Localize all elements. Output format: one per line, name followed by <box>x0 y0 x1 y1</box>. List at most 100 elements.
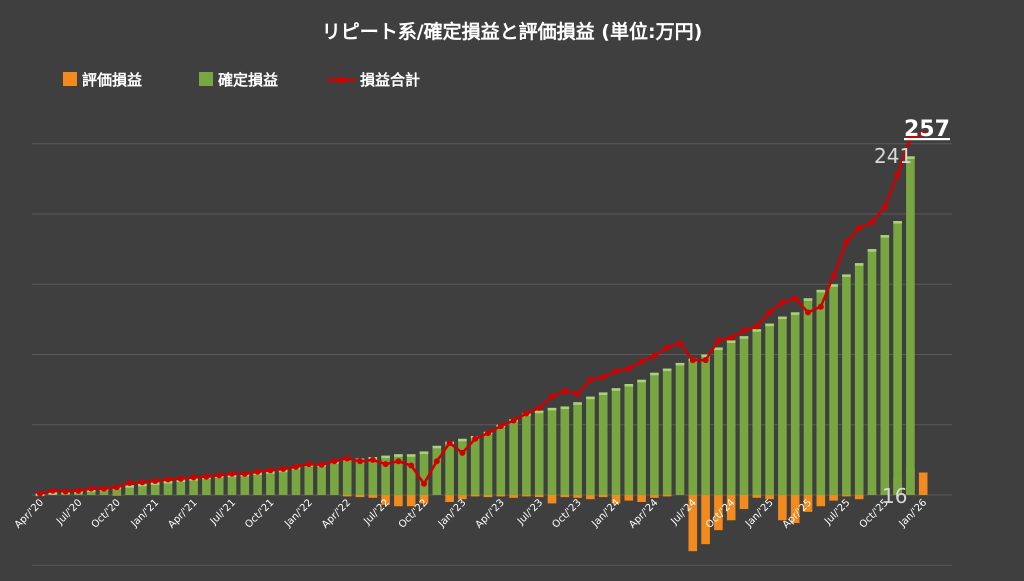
valuation-bar-40 <box>547 495 557 504</box>
confirmed-bar-top-57 <box>765 323 774 327</box>
confirmed-bar-top-62 <box>829 284 838 287</box>
confirmed-bar-top-43 <box>586 396 595 400</box>
confirmed-bar-top-41 <box>560 406 570 409</box>
total-point-58 <box>779 299 786 306</box>
total-point-8 <box>139 479 146 486</box>
total-line <box>37 130 927 497</box>
total-point-13 <box>203 473 210 480</box>
total-point-42 <box>574 390 581 397</box>
valuation-bar-48 <box>650 495 659 498</box>
total-point-1 <box>49 487 56 494</box>
valuation-bar-47 <box>637 495 646 503</box>
valuation-bar-64 <box>854 495 864 500</box>
confirmed-bar-top-31 <box>432 445 442 449</box>
confirmed-bar-60 <box>803 298 813 495</box>
confirmed-bar-40 <box>547 407 557 495</box>
legend-item-total: 損益合計 <box>327 71 420 89</box>
total-point-30 <box>421 480 427 487</box>
total-point-37 <box>510 417 517 424</box>
total-point-7 <box>126 480 133 487</box>
confirmed-bar-top-53 <box>714 347 723 350</box>
legend: 評価損益 確定損益 損益合計 <box>63 71 420 89</box>
confirmed-bar-top-55 <box>739 336 749 339</box>
confirmed-bar-68 <box>906 156 915 495</box>
confirmed-bar-30 <box>419 451 429 495</box>
confirmed-bar-top-30 <box>419 451 429 454</box>
confirmed-bar-11 <box>176 479 186 495</box>
valuation-bar-49 <box>662 495 672 497</box>
confirmed-bar-top-67 <box>893 221 902 224</box>
confirmed-bar-top-29 <box>406 454 416 457</box>
valuation-bar-36 <box>496 495 506 497</box>
confirmed-bar-42 <box>573 402 582 495</box>
valuation-bar-62 <box>829 495 838 501</box>
valuation-bar-24 <box>342 495 352 497</box>
confirmed-bar-top-50 <box>675 362 685 366</box>
total-point-20 <box>293 463 299 470</box>
x-tick-label-21: Jul/'25 <box>822 497 852 527</box>
total-point-63 <box>843 239 850 246</box>
confirmed-bar-37 <box>509 419 518 495</box>
x-tick-label-13: Jul/'23 <box>515 497 545 527</box>
confirmed-bar-24 <box>342 458 352 495</box>
total-point-12 <box>190 474 197 481</box>
total-point-62 <box>830 272 837 279</box>
confirmed-bar-39 <box>534 410 544 495</box>
confirmed-bar-28 <box>394 454 403 495</box>
valuation-bar-27 <box>381 495 390 505</box>
x-tick-label-15: Jan/'24 <box>589 497 622 530</box>
confirmed-bar-top-44 <box>598 392 608 395</box>
total-point-56 <box>753 323 760 330</box>
confirmed-bar-top-63 <box>842 274 851 277</box>
valuation-bar-52 <box>701 495 710 545</box>
valuation-bar-42 <box>573 495 582 498</box>
confirmed-bar-50 <box>675 362 685 495</box>
total-point-9 <box>152 477 159 484</box>
confirmed-bar-51 <box>688 358 698 495</box>
valuation-bar-38 <box>522 495 531 497</box>
callout-valuation-last: 16 <box>882 484 907 508</box>
x-tick-label-9: Jul/'22 <box>361 497 391 527</box>
confirmed-bar-top-59 <box>790 312 800 315</box>
x-tick-label-12: Apr/'23 <box>474 497 507 530</box>
confirmed-bar-65 <box>867 249 877 495</box>
total-line-path <box>39 132 924 495</box>
total-point-14 <box>216 472 223 479</box>
confirmed-bar-54 <box>726 340 736 495</box>
total-point-25 <box>357 458 363 465</box>
confirmed-bar-top-48 <box>650 372 659 376</box>
confirmed-bar-26 <box>368 457 378 495</box>
valuation-bar-37 <box>509 495 518 498</box>
total-point-2 <box>62 488 69 495</box>
confirmed-bar-top-56 <box>752 329 762 332</box>
valuation-bar-32 <box>445 495 454 503</box>
x-tick-label-2: Oct/'20 <box>90 497 123 530</box>
confirmed-bar-top-39 <box>534 410 544 414</box>
confirmed-bar-58 <box>778 316 787 495</box>
total-point-19 <box>280 466 287 473</box>
confirmed-bar-41 <box>560 406 570 495</box>
total-point-43 <box>587 376 594 383</box>
total-point-35 <box>485 430 491 437</box>
valuation-bar-69 <box>918 472 928 495</box>
total-point-31 <box>433 458 440 465</box>
confirmed-bar-16 <box>240 473 250 495</box>
confirmed-bar-18 <box>266 471 275 495</box>
confirmed-bar-top-66 <box>880 235 890 238</box>
confirmed-bar-top-45 <box>611 388 621 391</box>
x-tick-label-3: Jan/'21 <box>129 497 162 530</box>
total-point-10 <box>165 476 171 483</box>
valuation-bar-45 <box>611 495 621 504</box>
confirmed-bar-top-49 <box>662 368 672 372</box>
confirmed-bar-44 <box>598 392 608 495</box>
confirmed-bar-47 <box>637 379 646 495</box>
valuation-bar-59 <box>790 495 800 524</box>
confirmed-bar-top-52 <box>701 354 710 357</box>
legend-label-confirmed: 確定損益 <box>217 71 278 89</box>
confirmed-bar-29 <box>406 454 416 495</box>
confirmed-bar-top-61 <box>816 289 826 293</box>
confirmed-bar-55 <box>739 336 749 495</box>
total-point-46 <box>625 365 632 372</box>
confirmed-bar-22 <box>317 464 326 495</box>
total-point-67 <box>894 171 901 178</box>
